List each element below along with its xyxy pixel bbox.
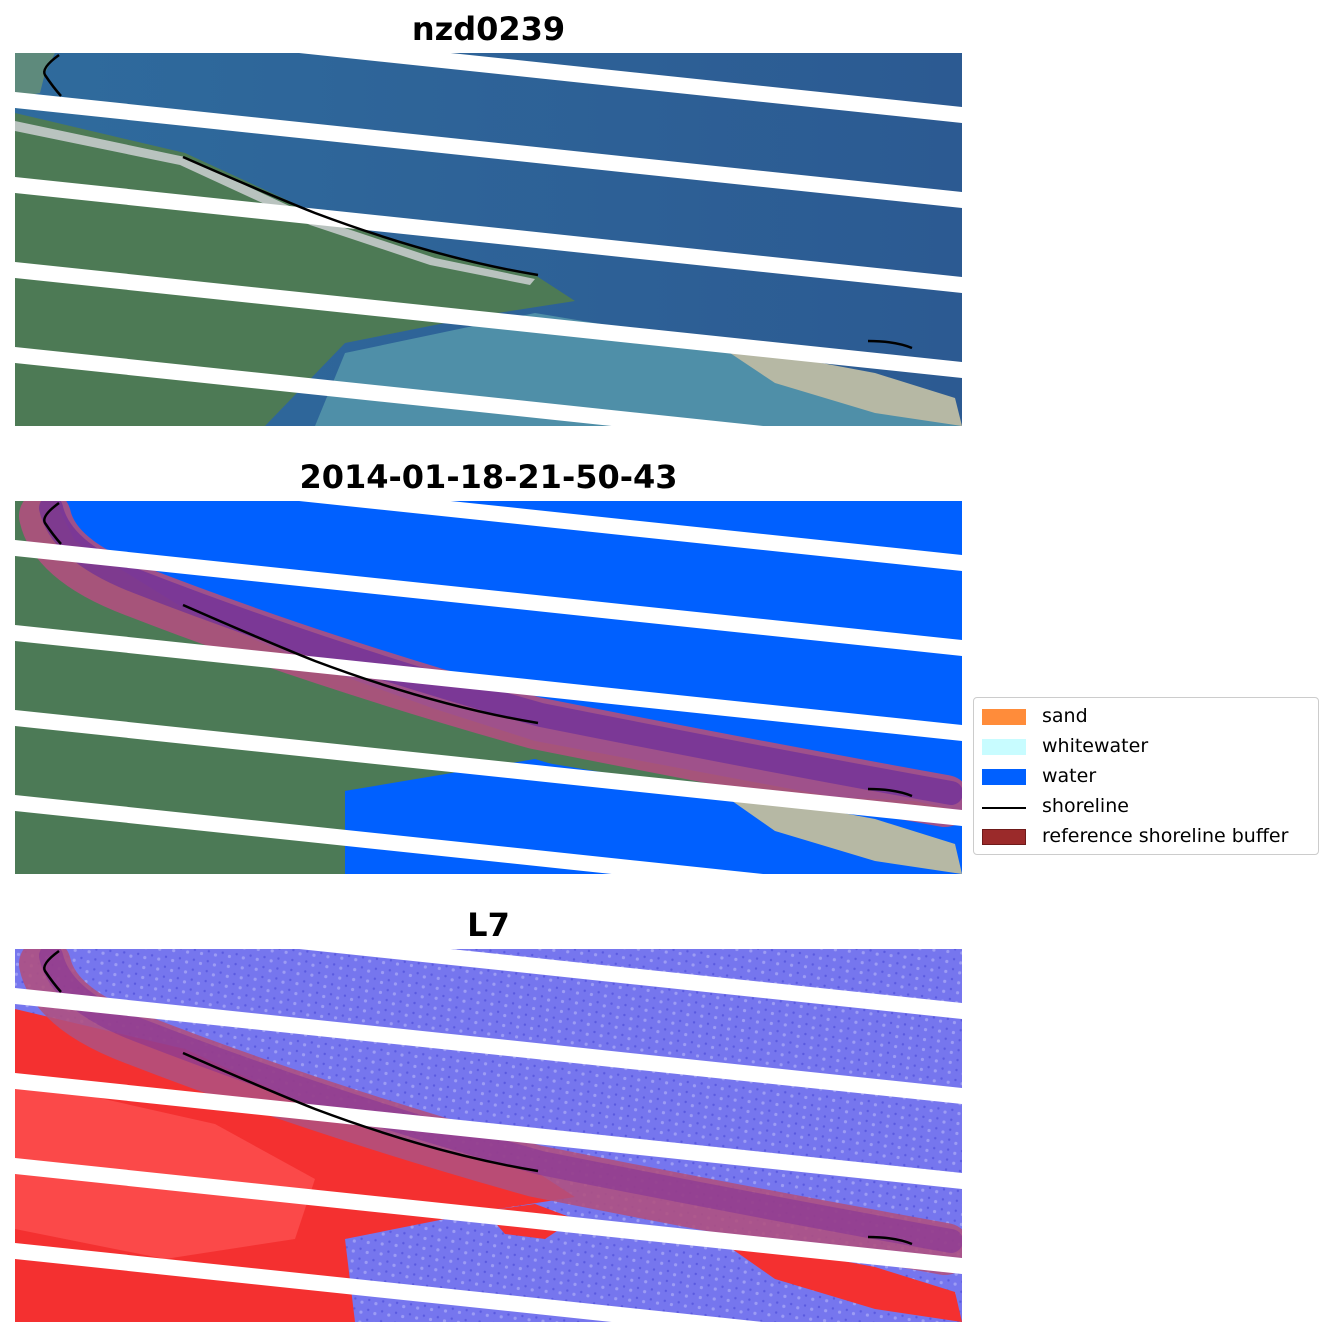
legend-item-whitewater: whitewater: [974, 730, 1318, 760]
water-index-panel: [15, 949, 962, 1322]
scanline-gaps: [15, 949, 962, 1322]
beach-strip: [15, 121, 535, 285]
legend-label: whitewater: [1042, 735, 1149, 757]
sand-spit: [715, 789, 962, 874]
scanline-gaps: [15, 53, 962, 426]
legend-item-sand: sand: [974, 700, 1318, 730]
shoreline-line-swatch: [982, 807, 1026, 809]
headland: [15, 53, 55, 98]
shoreline-segment: [43, 53, 62, 97]
legend-item-shoreline: shoreline: [974, 790, 1318, 820]
shoreline-segment: [867, 339, 913, 350]
shoreline-segment: [867, 787, 913, 798]
legend-item-reference-buffer: reference shoreline buffer: [974, 820, 1318, 850]
rgb-image: [15, 53, 962, 426]
buffer-swatch: [982, 829, 1026, 845]
reference-shoreline-buffer: [19, 949, 962, 1275]
shoreline-segment: [867, 1235, 913, 1246]
sand-swatch: [982, 709, 1026, 725]
rgb-image-panel: [15, 53, 962, 426]
water-index-image: [15, 949, 962, 1322]
panel-title-2: 2014-01-18-21-50-43: [299, 458, 678, 496]
land-index-texture: [15, 1079, 315, 1259]
classified-image-panel: [15, 501, 962, 874]
shoreline-segment: [182, 155, 539, 277]
legend: sand whitewater water shoreline referenc…: [973, 697, 1319, 855]
water-swatch: [982, 769, 1026, 785]
legend-label: water: [1042, 765, 1097, 787]
shoreline-segment: [43, 949, 62, 993]
shoreline-segment: [182, 603, 539, 725]
shoreline-segment: [43, 501, 62, 545]
legend-item-water: water: [974, 760, 1318, 790]
classified-image: [15, 501, 962, 874]
whitewater-swatch: [982, 739, 1026, 755]
legend-label: shoreline: [1042, 795, 1129, 817]
scanline-gaps: [15, 501, 962, 874]
legend-label: reference shoreline buffer: [1042, 825, 1289, 847]
water-class-area: [345, 759, 962, 874]
panel-title-1: nzd0239: [411, 10, 566, 48]
legend-label: sand: [1042, 705, 1088, 727]
spit-index-area: [715, 1237, 962, 1322]
land-area: [15, 113, 575, 426]
shoreline-segment: [182, 1051, 539, 1173]
panel-title-3: L7: [467, 906, 510, 944]
sand-spit: [715, 343, 962, 426]
